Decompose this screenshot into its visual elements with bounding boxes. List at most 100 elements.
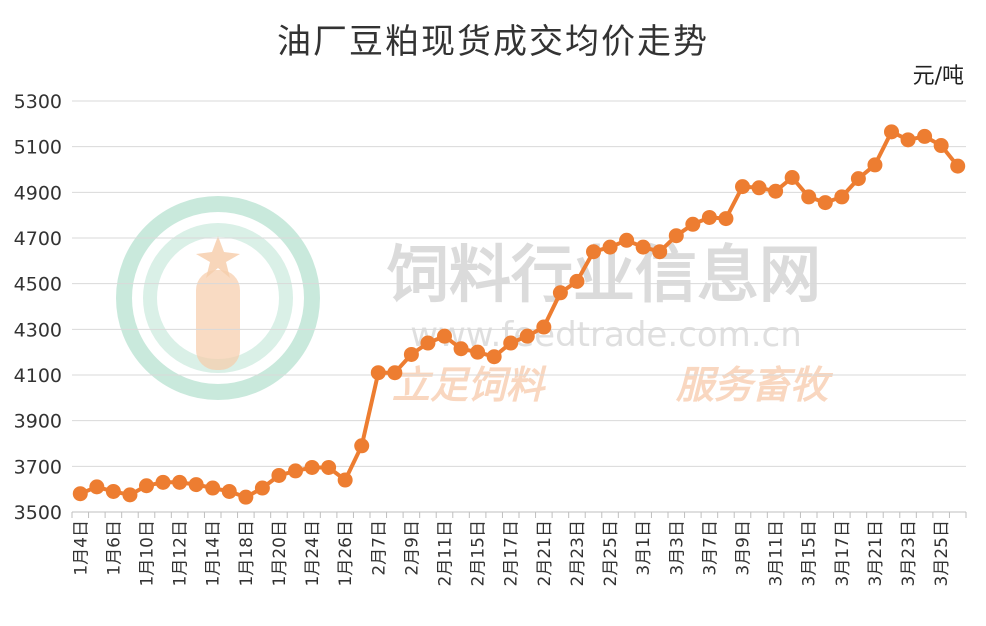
y-tick-label: 4700 [14, 228, 62, 250]
data-point [850, 171, 866, 187]
series-line [72, 124, 966, 505]
watermark-slogan-right: 服务畜牧 [675, 363, 834, 407]
y-tick-label: 3900 [14, 411, 62, 433]
x-tick-label: 1月4日 [71, 520, 91, 576]
x-axis: 1月4日 1月6日 1月10日 1月12日 1月14日 1月18日 1月20日 1月24日 1月… [71, 512, 967, 586]
x-tick-label: 1月24日 [303, 520, 323, 586]
x-tick-label: 2月7日 [369, 520, 389, 576]
x-tick-label: 2月25日 [601, 520, 621, 586]
data-point [602, 239, 618, 255]
data-point [701, 209, 717, 225]
data-point [933, 138, 949, 154]
x-tick-label: 1月14日 [204, 520, 224, 586]
x-tick-label: 3月21日 [866, 520, 886, 586]
data-point [884, 124, 899, 140]
data-point [950, 158, 966, 174]
x-tick-label: 2月15日 [469, 520, 489, 586]
chart-title: 油厂豆粕现货成交均价走势 [277, 22, 709, 62]
data-point [801, 189, 817, 205]
data-point [900, 132, 916, 148]
data-point [519, 328, 535, 344]
y-axis-ticks: 3500 3700 3900 4100 4300 4500 4700 4900 5100 5300 [14, 91, 62, 524]
data-point [354, 438, 370, 454]
x-tick-label: 3月3日 [667, 520, 687, 576]
data-point [668, 228, 684, 244]
data-point [503, 335, 519, 351]
data-point [321, 459, 337, 475]
y-tick-label: 5100 [14, 137, 62, 159]
data-point [205, 480, 221, 496]
data-point [155, 474, 171, 490]
x-tick-label: 2月23日 [568, 520, 588, 586]
data-point [337, 472, 353, 488]
data-point [221, 483, 237, 499]
gridlines [72, 100, 966, 513]
x-tick-label: 3月15日 [800, 520, 820, 586]
watermark-logo-icon [116, 196, 320, 400]
data-point [403, 346, 419, 362]
data-point [486, 349, 502, 365]
data-point [254, 480, 270, 496]
x-tick-label: 3月7日 [700, 520, 720, 576]
x-tick-label: 1月10日 [138, 520, 158, 586]
data-point [569, 273, 585, 289]
x-tick-label: 1月26日 [336, 520, 356, 586]
watermark: 饲料行业信息网 www.feedtrade.com.cn 立足饲料 服务畜牧 [116, 196, 834, 407]
x-tick-label: 1月6日 [104, 520, 124, 576]
data-point [437, 328, 452, 344]
x-tick-label: 3月9日 [734, 520, 754, 576]
x-tick-label: 3月11日 [767, 520, 787, 586]
data-point [89, 479, 105, 495]
data-point [188, 477, 204, 493]
x-tick-label: 3月25日 [932, 520, 952, 586]
data-point [470, 344, 486, 360]
data-point [652, 244, 668, 260]
data-point [288, 463, 303, 479]
data-point [751, 180, 767, 196]
data-point [768, 183, 784, 199]
x-tick-label: 1月20日 [270, 520, 290, 586]
data-point [238, 489, 254, 505]
data-point [586, 244, 601, 260]
data-point [619, 232, 635, 248]
data-point [718, 211, 734, 227]
y-axis-unit: 元/吨 [912, 64, 964, 89]
data-point [817, 195, 833, 211]
y-tick-label: 3500 [14, 502, 62, 524]
data-point [271, 467, 287, 483]
y-tick-label: 5300 [14, 91, 62, 113]
data-point [685, 216, 701, 232]
x-tick-label: 1月12日 [171, 520, 191, 586]
x-tick-label: 2月17日 [502, 520, 522, 586]
data-point [784, 169, 800, 185]
data-point [122, 487, 138, 503]
watermark-slogan-left: 立足饲料 [392, 363, 547, 407]
data-point [72, 486, 88, 502]
data-point [867, 157, 883, 173]
data-point [304, 459, 320, 475]
x-tick-label: 2月9日 [402, 520, 422, 576]
data-point [420, 335, 436, 351]
x-tick-label: 3月23日 [899, 520, 919, 586]
y-tick-label: 3700 [14, 456, 62, 478]
data-point [387, 365, 403, 381]
y-tick-label: 4300 [14, 319, 62, 341]
y-tick-label: 4100 [14, 365, 62, 387]
data-point [735, 179, 750, 195]
data-point [917, 128, 933, 144]
data-point [635, 239, 651, 255]
data-point [552, 285, 568, 301]
data-point [453, 341, 469, 357]
x-tick-label: 2月11日 [436, 520, 456, 586]
data-point [139, 478, 154, 494]
data-point [172, 474, 188, 490]
data-point [834, 189, 850, 205]
y-tick-label: 4900 [14, 182, 62, 204]
data-point [105, 483, 121, 499]
data-point [370, 365, 386, 381]
data-point [536, 319, 552, 335]
x-tick-label: 1月18日 [237, 520, 257, 586]
y-tick-label: 4500 [14, 274, 62, 296]
x-tick-label: 3月17日 [833, 520, 853, 586]
